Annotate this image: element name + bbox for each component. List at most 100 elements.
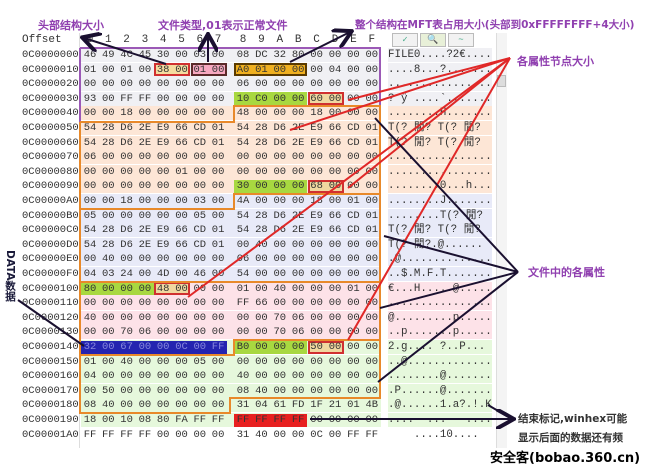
hex-byte[interactable]: 00 <box>175 49 188 61</box>
hex-byte[interactable]: 00 <box>175 151 188 164</box>
hex-byte[interactable]: 00 <box>211 63 225 76</box>
hex-byte[interactable]: 00 <box>101 311 115 324</box>
hex-byte[interactable]: 00 <box>328 311 342 324</box>
hex-byte[interactable]: 0C <box>175 341 188 353</box>
hex-byte[interactable]: 00 <box>175 311 188 324</box>
hex-byte[interactable]: 00 <box>255 311 268 324</box>
hex-byte[interactable]: 24 <box>120 268 133 280</box>
hex-byte[interactable]: 00 <box>273 238 287 251</box>
hex-byte[interactable]: 00 <box>236 311 250 324</box>
hex-byte[interactable]: 2E <box>138 136 152 149</box>
hex-byte[interactable]: 00 <box>83 165 97 178</box>
hex-byte[interactable]: 00 <box>236 165 250 178</box>
hex-byte[interactable]: D6 <box>273 122 287 134</box>
hex-byte[interactable]: 00 <box>328 297 342 310</box>
hex-byte[interactable]: 00 <box>273 165 287 178</box>
hex-byte[interactable]: 00 <box>138 370 152 383</box>
hex-byte[interactable]: 00 <box>273 107 287 120</box>
hex-byte[interactable]: 00 <box>310 326 323 339</box>
hex-byte[interactable]: D6 <box>120 122 133 134</box>
hex-byte[interactable]: 66 <box>175 224 188 237</box>
hex-byte[interactable]: 00 <box>120 253 133 266</box>
hex-byte[interactable]: 00 <box>138 78 152 91</box>
ascii-text[interactable]: @.........p..... <box>388 311 492 324</box>
hex-byte[interactable]: 00 <box>211 282 225 295</box>
hex-byte[interactable]: 00 <box>101 78 115 91</box>
hex-byte[interactable]: 00 <box>138 63 152 76</box>
hex-byte[interactable]: 66 <box>175 122 188 134</box>
hex-byte[interactable]: 10 <box>120 414 133 426</box>
hex-byte[interactable]: 00 <box>255 180 268 193</box>
hex-byte[interactable]: 01 <box>120 63 133 76</box>
hex-byte[interactable]: 00 <box>193 180 207 193</box>
hex-byte[interactable]: 00 <box>328 195 342 207</box>
hex-byte[interactable]: 00 <box>273 384 287 397</box>
hex-byte[interactable]: 28 <box>255 122 268 134</box>
hex-byte[interactable]: 00 <box>156 151 170 164</box>
hex-byte[interactable]: 01 <box>211 224 225 237</box>
hex-byte[interactable]: 00 <box>347 311 360 324</box>
hex-byte[interactable]: 66 <box>328 122 342 134</box>
ascii-text[interactable]: ................ <box>388 78 492 91</box>
hex-byte[interactable]: 54 <box>236 268 250 280</box>
hex-byte[interactable]: 00 <box>120 384 133 397</box>
hex-byte[interactable]: 54 <box>83 224 97 237</box>
hex-byte[interactable]: 00 <box>291 151 305 164</box>
hex-byte[interactable]: 01 <box>365 122 379 134</box>
hex-byte[interactable]: 00 <box>328 282 342 295</box>
hex-byte[interactable]: 00 <box>291 63 305 76</box>
hex-byte[interactable]: 00 <box>211 253 225 266</box>
hex-byte[interactable]: 00 <box>83 78 97 91</box>
hex-byte[interactable]: E9 <box>156 238 170 251</box>
hex-byte[interactable]: FF <box>365 428 379 441</box>
hex-byte[interactable]: 18 <box>310 107 323 120</box>
hex-byte[interactable]: 66 <box>255 297 268 310</box>
hex-byte[interactable]: 00 <box>236 326 250 339</box>
hex-byte[interactable]: 18 <box>83 414 97 426</box>
hex-byte[interactable]: 00 <box>138 311 152 324</box>
hex-byte[interactable]: 00 <box>310 49 323 61</box>
hex-byte[interactable]: 00 <box>255 78 268 91</box>
hex-byte[interactable]: 00 <box>156 355 170 368</box>
hex-byte[interactable]: 00 <box>101 355 115 368</box>
hex-byte[interactable]: 46 <box>193 268 207 280</box>
hex-byte[interactable]: 00 <box>211 355 225 368</box>
hex-byte[interactable]: 1F <box>310 399 323 412</box>
hex-byte[interactable]: 00 <box>175 297 188 310</box>
ascii-toolbar-button-search[interactable]: 🔍 <box>420 33 446 47</box>
hex-byte[interactable]: 01 <box>255 63 268 76</box>
hex-byte[interactable]: 00 <box>120 78 133 91</box>
hex-byte[interactable]: 00 <box>101 92 115 105</box>
hex-byte[interactable]: 80 <box>83 282 97 295</box>
hex-byte[interactable]: 70 <box>273 326 287 339</box>
hex-byte[interactable]: 00 <box>138 209 152 222</box>
hex-byte[interactable]: 00 <box>120 311 133 324</box>
hex-byte[interactable]: 00 <box>347 49 360 61</box>
hex-byte[interactable]: 00 <box>101 341 115 353</box>
hex-byte[interactable]: 54 <box>236 136 250 149</box>
ascii-text[interactable]: .@.............. <box>388 253 492 266</box>
hex-byte[interactable]: 00 <box>347 268 360 280</box>
hex-byte[interactable]: CD <box>347 136 360 149</box>
hex-byte[interactable]: 00 <box>273 341 287 353</box>
hex-byte[interactable]: 01 <box>347 399 360 412</box>
hex-byte[interactable]: 00 <box>291 253 305 266</box>
hex-byte[interactable]: 61 <box>273 399 287 412</box>
hex-byte[interactable]: 21 <box>328 399 342 412</box>
hex-byte[interactable]: 00 <box>175 78 188 91</box>
hex-byte[interactable]: 00 <box>156 107 170 120</box>
hex-byte[interactable]: 00 <box>138 180 152 193</box>
hex-byte[interactable]: 00 <box>273 268 287 280</box>
hex-byte[interactable]: 00 <box>120 151 133 164</box>
hex-byte[interactable]: D6 <box>120 224 133 237</box>
hex-byte[interactable]: 00 <box>255 282 268 295</box>
hex-byte[interactable]: 00 <box>328 384 342 397</box>
hex-byte[interactable]: 05 <box>83 209 97 222</box>
hex-byte[interactable]: 40 <box>83 311 97 324</box>
hex-byte[interactable]: 00 <box>328 428 342 441</box>
hex-byte[interactable]: 00 <box>156 180 170 193</box>
hex-byte[interactable]: FF <box>273 414 287 426</box>
hex-byte[interactable]: 00 <box>328 370 342 383</box>
hex-byte[interactable]: 00 <box>156 78 170 91</box>
hex-byte[interactable]: 00 <box>328 341 342 353</box>
